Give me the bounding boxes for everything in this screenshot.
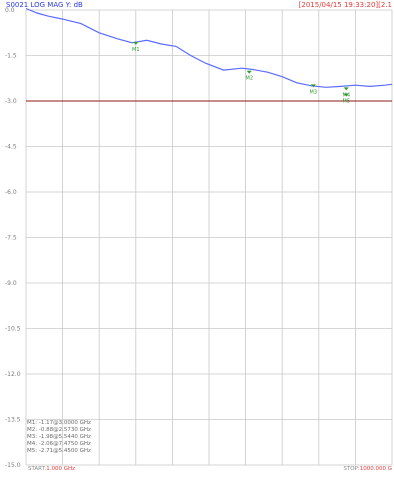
marker-triangle [343,87,349,91]
marker-m3: M3 [310,84,318,95]
y-tick-labels: 0.0 -1.5 -3.0 -4.5 -6.0 -7.5 -9.0 -10.5 -12.0 -13… [5,7,21,469]
y-tick-label: -15.0 [5,462,21,469]
trace-line [25,7,393,88]
start-frequency: START:1.000 GHz [28,466,75,472]
marker-triangle [246,70,252,74]
y-tick-label: -7.5 [5,235,17,242]
marker-triangle [133,41,139,45]
grid [25,9,393,466]
stop-label: STOP: [343,466,360,472]
y-tick-label: -6.0 [5,189,17,196]
y-tick-label: -1.5 [5,53,17,60]
y-tick-label: -9.0 [5,280,17,287]
marker-table: M1: -1.17@3.0000 GHz M2: -0.88@2.5730 GHz… [27,420,91,455]
marker-triangle [343,93,349,97]
marker-m4: M4 [343,87,350,98]
marker-table-row: M5: -2.71@5.4500 GHz [27,448,91,454]
y-tick-label: -3.0 [5,98,17,105]
marker-m1: M1 [132,41,140,53]
stop-frequency: STOP:1000.000 G [343,466,392,472]
marker-table-row: M2: -0.88@2.5730 GHz [27,427,91,433]
y-tick-label: -10.5 [5,326,21,333]
y-tick-label: -13.5 [5,417,21,424]
marker-m5: M5 [343,93,351,104]
start-value: 1.000 GHz [46,466,75,472]
marker-label: M5 [343,98,351,104]
stop-value: 1000.000 G [359,466,392,472]
marker-label: M3 [310,89,318,95]
y-tick-label: -12.0 [5,371,21,378]
marker-label: M2 [246,76,254,82]
y-tick-label: -4.5 [5,144,17,151]
marker-table-row: M1: -1.17@3.0000 GHz [27,420,91,426]
marker-table-row: M4: -2.06@7.4750 GHz [27,441,91,447]
timestamp: [2015/04/15 19:33:20][2.1 [298,1,392,9]
y-tick-label: 0.0 [5,7,15,14]
marker-triangle [310,84,316,88]
marker-label: M1 [132,47,140,53]
marker-table-row: M3: -1.98@5.5440 GHz [27,434,91,440]
start-label: START: [28,466,47,472]
markers: M1 M2 M3 M4M5 [132,41,351,104]
marker-m2: M2 [246,70,254,82]
chart-title: S0021 LOG MAG Y: dB [6,1,83,9]
